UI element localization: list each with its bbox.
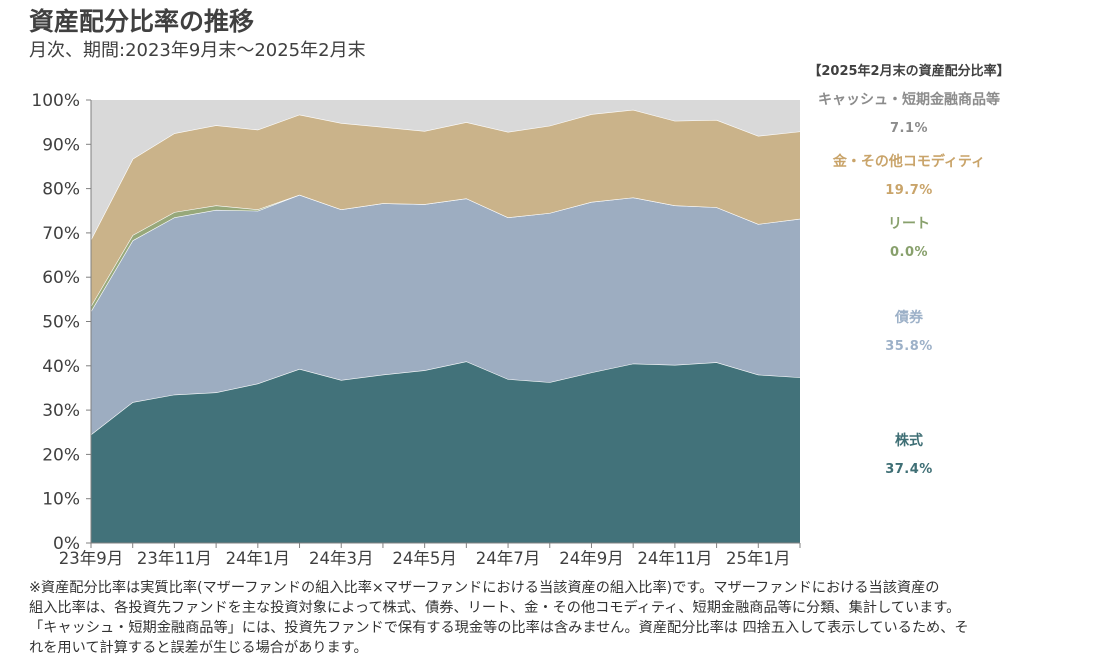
x-tick-label: 25年1月 — [726, 549, 791, 568]
legend-value-gold: 19.7% — [885, 183, 933, 198]
legend-label-bond: 債券 — [895, 310, 923, 326]
legend-value-stock: 37.4% — [885, 462, 933, 477]
legend-header: 【2025年2月末の資産配分比率】 — [808, 64, 1010, 79]
x-tick-label: 24年7月 — [476, 549, 541, 568]
y-tick-label: 90% — [42, 135, 80, 155]
y-tick-label: 100% — [31, 91, 80, 111]
footnote: ※資産配分比率は実質比率(マザーファンドの組入比率×マザーファンドにおける当該資… — [29, 578, 1089, 658]
stacked-area-chart: 0% 10% 20% 30% 40% 50% 60% 70% 80% 90% 100% 23年9月 23… — [31, 91, 801, 568]
legend-label-reit: リート — [888, 216, 930, 232]
legend-label-gold: 金・その他コモディティ — [832, 154, 986, 170]
legend-label-stock: 株式 — [895, 433, 923, 449]
chart-subtitle: 月次、期間:2023年9月末～2025年2月末 — [29, 40, 366, 61]
legend-label-cash: キャッシュ・短期金融商品等 — [818, 92, 1000, 108]
area-cash — [91, 100, 800, 240]
y-tick-label: 10% — [42, 490, 80, 510]
legend-value-bond: 35.8% — [885, 339, 933, 354]
x-tick-label: 24年11月 — [637, 549, 712, 568]
footnote-line: れを用いて計算すると誤差が生じる場合があります。 — [29, 640, 368, 656]
legend-value-reit: 0.0% — [889, 245, 929, 260]
area-stock — [91, 361, 800, 543]
y-tick-label: 0% — [53, 534, 80, 554]
footnote-line: 「キャッシュ・短期金融商品等」には、投資先ファンドで保有する現金等の比率は含みま… — [29, 620, 969, 636]
y-tick-label: 20% — [42, 445, 80, 465]
area-bond — [91, 194, 800, 435]
y-tick-label: 40% — [42, 357, 80, 377]
chart-title: 資産配分比率の推移 — [29, 7, 255, 36]
y-tick-label: 70% — [42, 224, 80, 244]
x-tick-label: 23年9月 — [59, 549, 124, 568]
x-tick-label: 24年5月 — [392, 549, 457, 568]
x-tick-label: 24年1月 — [226, 549, 291, 568]
x-tick-label: 24年9月 — [559, 549, 624, 568]
y-tick-label: 60% — [42, 268, 80, 288]
y-tick-label: 80% — [42, 180, 80, 200]
x-tick-label: 23年11月 — [137, 549, 212, 568]
footnote-line: 組入比率は、各投資先ファンドを主な投資対象によって株式、債券、リート、金・その他… — [29, 600, 961, 616]
x-tick-label: 24年3月 — [309, 549, 374, 568]
footnote-line: ※資産配分比率は実質比率(マザーファンドの組入比率×マザーファンドにおける当該資… — [29, 580, 940, 596]
y-tick-label: 30% — [42, 401, 80, 421]
area-gold — [91, 109, 800, 306]
y-tick-label: 50% — [42, 313, 80, 333]
legend-value-cash: 7.1% — [889, 121, 929, 136]
